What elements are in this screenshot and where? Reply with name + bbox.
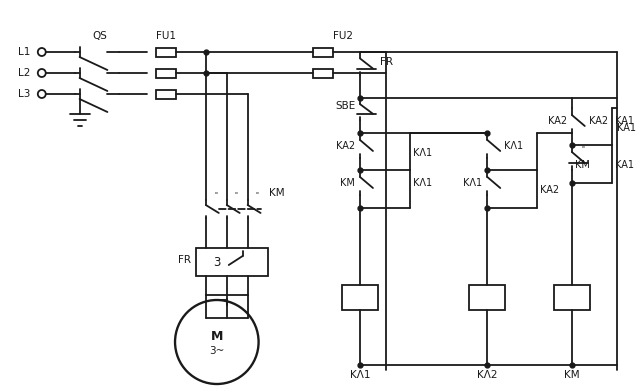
Text: L1: L1 (18, 47, 30, 57)
Text: KA1: KA1 (614, 160, 634, 170)
Text: L3: L3 (18, 89, 30, 99)
Text: QS: QS (92, 31, 107, 41)
Text: ᵒ: ᵒ (256, 190, 259, 199)
Text: KΛ1: KΛ1 (413, 148, 432, 158)
Text: KΛ1: KΛ1 (350, 370, 371, 380)
Bar (469, 285, 505, 310)
Text: KA1: KA1 (614, 116, 634, 126)
Text: 3: 3 (213, 255, 221, 269)
Bar (156, 69, 176, 78)
Text: FU2: FU2 (333, 31, 353, 41)
Bar (156, 90, 176, 99)
Text: KA2: KA2 (548, 116, 567, 126)
Text: 3~: 3~ (209, 346, 225, 356)
Text: KΛ2: KΛ2 (477, 370, 497, 380)
Text: KA2: KA2 (589, 116, 608, 126)
Bar (342, 285, 378, 310)
Text: L2: L2 (18, 68, 30, 78)
Text: FR: FR (178, 255, 191, 265)
Text: ᵒ: ᵒ (235, 190, 238, 199)
Text: KM: KM (269, 188, 284, 198)
Text: KΛ1: KΛ1 (413, 178, 432, 188)
Bar (313, 69, 333, 78)
Text: KΛ1: KΛ1 (463, 178, 483, 188)
Text: SBE: SBE (336, 101, 356, 111)
Text: ᵒ: ᵒ (582, 143, 586, 152)
Text: KA2: KA2 (540, 185, 559, 195)
Text: M: M (211, 330, 223, 343)
Bar (554, 285, 589, 310)
Text: KM: KM (564, 370, 580, 380)
Text: FR: FR (380, 57, 393, 67)
Text: KA2: KA2 (336, 141, 355, 151)
Text: KA1: KA1 (616, 123, 636, 133)
Text: ᵒ: ᵒ (214, 190, 218, 199)
Bar (156, 48, 176, 57)
Text: FU1: FU1 (156, 31, 176, 41)
Text: KM: KM (340, 178, 355, 188)
Bar (313, 48, 333, 57)
Text: KM: KM (575, 160, 589, 170)
Text: KΛ1: KΛ1 (504, 141, 524, 151)
Bar (196, 248, 268, 276)
